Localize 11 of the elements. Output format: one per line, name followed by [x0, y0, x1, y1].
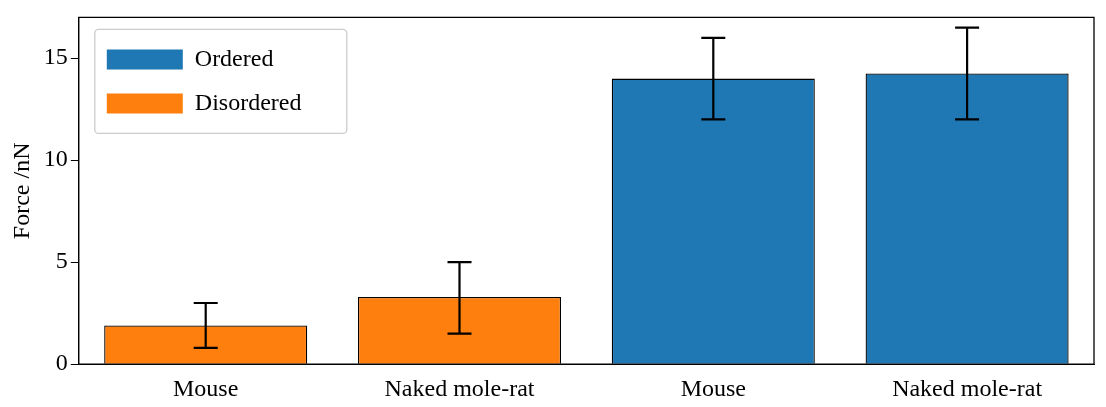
- legend-label: Ordered: [194, 44, 274, 71]
- x-tick-label: Naked mole-rat: [384, 374, 535, 401]
- y-tick-label: 15: [43, 43, 68, 70]
- legend-label: Disordered: [194, 88, 302, 115]
- y-tick-label: 10: [43, 145, 68, 172]
- y-tick-label: 0: [55, 349, 68, 376]
- x-tick-label: Naked mole-rat: [892, 374, 1043, 401]
- y-axis-title: Force /nN: [7, 142, 34, 240]
- y-tick-label: 5: [55, 247, 68, 274]
- x-tick-label: Mouse: [680, 374, 746, 401]
- x-tick-label: Mouse: [173, 374, 239, 401]
